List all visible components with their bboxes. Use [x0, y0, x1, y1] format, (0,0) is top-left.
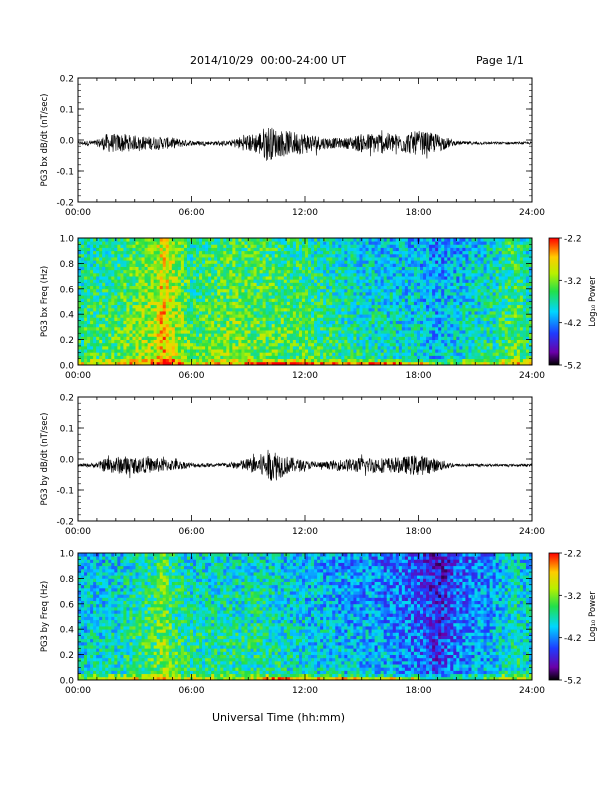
- y-tick-label: 1.0: [60, 550, 75, 560]
- y-tick-label: 1.0: [60, 235, 75, 245]
- y-tick-label: 0.6: [60, 285, 75, 295]
- x-tick-label: 18:00: [406, 371, 432, 381]
- y-tick-label: 0.8: [60, 575, 75, 585]
- x-tick-label: 00:00: [65, 686, 91, 696]
- colorbar: [548, 552, 560, 681]
- y-tick-label: 0.2: [60, 336, 74, 346]
- colorbar-label: Log₁₀ Power: [588, 591, 598, 642]
- colorbar: [548, 237, 560, 366]
- x-tick-label: 12:00: [292, 527, 318, 537]
- colorbar-tick-label: -3.2: [564, 277, 582, 287]
- x-axis-title: Universal Time (hh:mm): [212, 711, 345, 724]
- y-tick-label: 0.1: [60, 425, 74, 435]
- y-tick-label: 0.4: [60, 311, 75, 321]
- panel-4: -2.2 -3.2 -4.2 -5.2 Log₁₀ Power 00:00 06:00 12:…: [40, 550, 598, 697]
- y-tick-label: 0.1: [60, 106, 74, 116]
- trace-line: [77, 127, 533, 161]
- y-tick-label: 0.0: [60, 137, 75, 147]
- page-title: 2014/10/29 00:00-24:00 UT: [190, 54, 347, 67]
- x-tick-label: 18:00: [406, 208, 432, 218]
- spectrogram-cells: [78, 238, 533, 366]
- x-tick-label: 24:00: [519, 527, 545, 537]
- x-tick-label: 24:00: [519, 208, 545, 218]
- x-tick-label: 18:00: [406, 686, 432, 696]
- page-number: Page 1/1: [476, 54, 524, 67]
- colorbar-tick-label: -4.2: [564, 319, 582, 329]
- y-tick-label: 0.0: [60, 677, 75, 687]
- x-tick-label: 24:00: [519, 686, 545, 696]
- x-tick-label: 00:00: [65, 527, 91, 537]
- colorbar-tick-label: -3.2: [564, 592, 582, 602]
- panel-1: 00:00 06:00 12:00 18:00 24:00 0.2 0.1 0.0 -0.1 -0…: [40, 75, 545, 219]
- y-tick-label: 0.0: [60, 456, 75, 466]
- y-tick-label: -0.1: [56, 487, 74, 497]
- trace-line: [77, 449, 533, 481]
- panel-3: 00:00 06:00 12:00 18:00 24:00 0.2 0.1 0.0 -0.1 -0…: [40, 394, 545, 538]
- spectrogram-cells: [78, 553, 533, 681]
- colorbar-tick-label: -4.2: [564, 634, 582, 644]
- x-tick-label: 12:00: [292, 208, 318, 218]
- y-axis-title: PG3 by dB/dt (nT/sec): [40, 413, 50, 506]
- colorbar-tick-label: -5.2: [564, 677, 582, 687]
- x-tick-label: 12:00: [292, 371, 318, 381]
- colorbar-label: Log₁₀ Power: [588, 276, 598, 327]
- y-tick-label: 0.2: [60, 75, 74, 85]
- x-tick-label: 06:00: [179, 208, 205, 218]
- y-tick-label: 0.8: [60, 260, 75, 270]
- y-tick-label: 0.0: [60, 362, 75, 372]
- x-tick-label: 00:00: [65, 371, 91, 381]
- y-axis-title: PG3 by Freq (Hz): [40, 581, 50, 652]
- y-axis-title: PG3 bx Freq (Hz): [40, 266, 50, 337]
- colorbar-tick-label: -5.2: [564, 362, 582, 372]
- x-tick-label: 06:00: [179, 371, 205, 381]
- colorbar-tick-label: -2.2: [564, 550, 582, 560]
- y-tick-label: 0.2: [60, 394, 74, 404]
- y-tick-label: -0.2: [56, 199, 74, 209]
- x-tick-label: 12:00: [292, 686, 318, 696]
- colorbar-tick-label: -2.2: [564, 235, 582, 245]
- y-tick-label: 0.6: [60, 600, 75, 610]
- y-tick-label: 0.2: [60, 651, 74, 661]
- x-tick-label: 06:00: [179, 686, 205, 696]
- y-axis-title: PG3 bx dB/dt (nT/sec): [40, 94, 50, 187]
- panel-2: -2.2 -3.2 -4.2 -5.2 Log₁₀ Power 00:00 06:00 12:…: [40, 235, 598, 382]
- x-tick-label: 24:00: [519, 371, 545, 381]
- x-tick-label: 00:00: [65, 208, 91, 218]
- y-tick-label: -0.2: [56, 518, 74, 528]
- x-tick-label: 06:00: [179, 527, 205, 537]
- x-tick-label: 18:00: [406, 527, 432, 537]
- y-tick-label: 0.4: [60, 626, 75, 636]
- y-tick-label: -0.1: [56, 168, 74, 178]
